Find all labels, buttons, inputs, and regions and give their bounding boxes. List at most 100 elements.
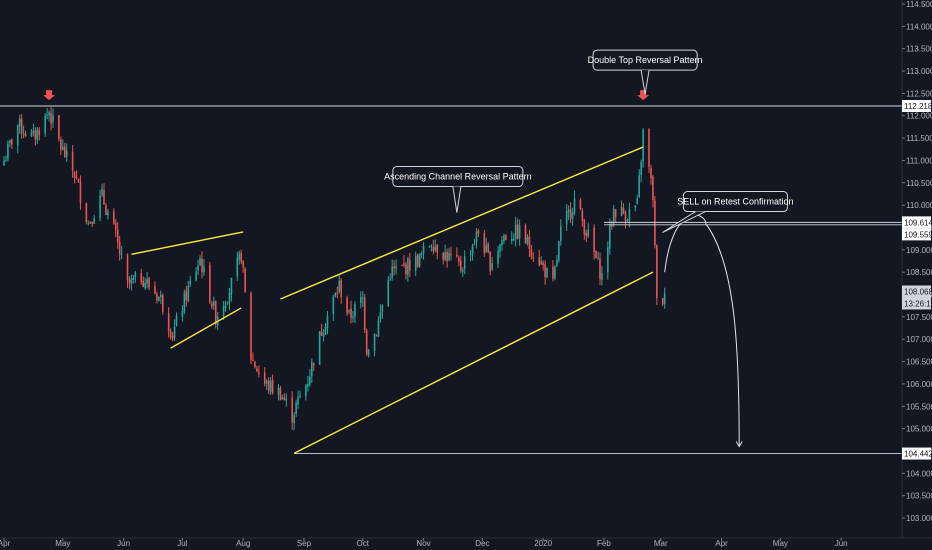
annotation-callout[interactable]: SELL on Retest Confirmation	[662, 191, 794, 233]
annotation-tail	[452, 186, 462, 213]
candle-body	[538, 257, 541, 266]
candle-body	[212, 301, 215, 306]
candle-body	[656, 245, 658, 298]
candle-body	[105, 205, 107, 216]
level-price-tag: 112.218	[902, 99, 932, 112]
candle-body	[32, 130, 35, 133]
annotation-text: Ascending Channel Reversal Pattern	[384, 172, 532, 182]
y-tick-label: 112.500	[906, 89, 932, 98]
candle-body	[209, 264, 211, 303]
x-tick-label: Sep	[297, 539, 312, 548]
candle-body	[185, 290, 188, 301]
candle-body	[599, 258, 601, 280]
trendline-channel-upper[interactable]	[280, 146, 644, 300]
candle-body	[595, 250, 597, 259]
candle-body	[256, 368, 258, 372]
candle-body	[489, 251, 492, 272]
y-tick-label: 108.500	[906, 268, 932, 277]
candle-body	[334, 292, 337, 297]
candle-body	[183, 292, 186, 312]
candle-body	[544, 264, 546, 278]
candle-body	[346, 297, 348, 314]
candle-body	[5, 159, 7, 161]
candle-body	[407, 258, 409, 276]
candle-body	[75, 177, 78, 179]
candle-body	[354, 303, 356, 317]
arrow-down-marker[interactable]	[637, 90, 650, 101]
candle-body	[442, 252, 444, 260]
candle-body	[258, 372, 260, 374]
candle-body	[173, 326, 176, 338]
annotation-callout[interactable]: Ascending Channel Reversal Pattern	[384, 166, 532, 213]
candle-body	[142, 280, 144, 288]
x-tick-label: Jun	[117, 539, 130, 548]
candle-body	[120, 253, 123, 255]
candle-body	[154, 285, 156, 294]
candle-body	[610, 225, 613, 227]
candle-body	[558, 241, 560, 261]
level-price-tag: 104.442	[902, 447, 932, 460]
candle-body	[50, 113, 52, 124]
candle-body	[446, 251, 448, 262]
y-tick-label: 107.500	[906, 313, 932, 322]
candle-body	[203, 266, 205, 273]
x-tick-label: 2020	[534, 539, 552, 548]
candle-body	[283, 397, 286, 401]
candle-body	[573, 198, 576, 214]
x-tick-label: Nov	[416, 539, 430, 548]
candle-body	[430, 246, 433, 248]
candle-body	[128, 279, 131, 284]
candle-body	[236, 257, 239, 277]
level-price-tag-text: 109.614	[904, 218, 932, 227]
candles-layer	[3, 106, 666, 431]
y-tick-label: 110.500	[906, 179, 932, 188]
candle-body	[483, 233, 486, 254]
candle-body	[20, 118, 23, 134]
x-tick-label: Feb	[597, 539, 611, 548]
trendline-channel-lower[interactable]	[293, 271, 654, 454]
candle-body	[326, 315, 329, 329]
candle-body	[103, 190, 105, 205]
candle-body	[638, 175, 641, 197]
x-tick-label: Oct	[357, 539, 370, 548]
candle-body	[583, 219, 586, 235]
candle-body	[338, 280, 341, 292]
y-tick-label: 113.500	[906, 45, 932, 54]
candle-body	[132, 277, 135, 280]
candle-body	[503, 235, 505, 242]
candle-body	[305, 384, 307, 397]
candle-body	[24, 133, 27, 136]
candle-body	[497, 250, 499, 264]
candle-body	[318, 331, 321, 365]
candle-body	[585, 232, 588, 237]
trendline-wedge-upper[interactable]	[131, 231, 244, 255]
x-tick-label: Dec	[475, 539, 489, 548]
candle-body	[514, 224, 517, 240]
y-tick-label: 106.500	[906, 358, 932, 367]
candle-body	[363, 297, 366, 331]
candle-body	[567, 209, 570, 213]
candle-body	[432, 247, 435, 252]
candle-body	[414, 255, 417, 271]
candle-body	[387, 279, 390, 307]
annotation-callout[interactable]: Double Top Reversal Pattern	[588, 49, 703, 95]
level-price-tag-bg	[902, 447, 931, 460]
arrow-down-marker[interactable]	[43, 90, 56, 101]
candle-body	[197, 265, 199, 271]
candle-body	[126, 254, 129, 280]
time-axis[interactable]: Apr May Jun Jul Aug Sep Oct Nov Dec 2020 Feb Mar Apr…	[0, 538, 848, 548]
level-price-tag-text: 109.559	[904, 230, 932, 239]
candle-body	[62, 146, 64, 151]
candle-body	[312, 362, 315, 366]
candle-body	[148, 278, 150, 288]
current-price-tag-text: 108.068	[904, 287, 932, 296]
candle-body	[77, 178, 80, 183]
trendline-wedge-lower[interactable]	[170, 307, 242, 349]
candle-body	[309, 376, 311, 385]
countdown-tag-bg	[902, 297, 931, 310]
candle-body	[175, 315, 178, 326]
annotation-box	[682, 191, 788, 213]
x-tick-label: Mar	[654, 539, 668, 548]
